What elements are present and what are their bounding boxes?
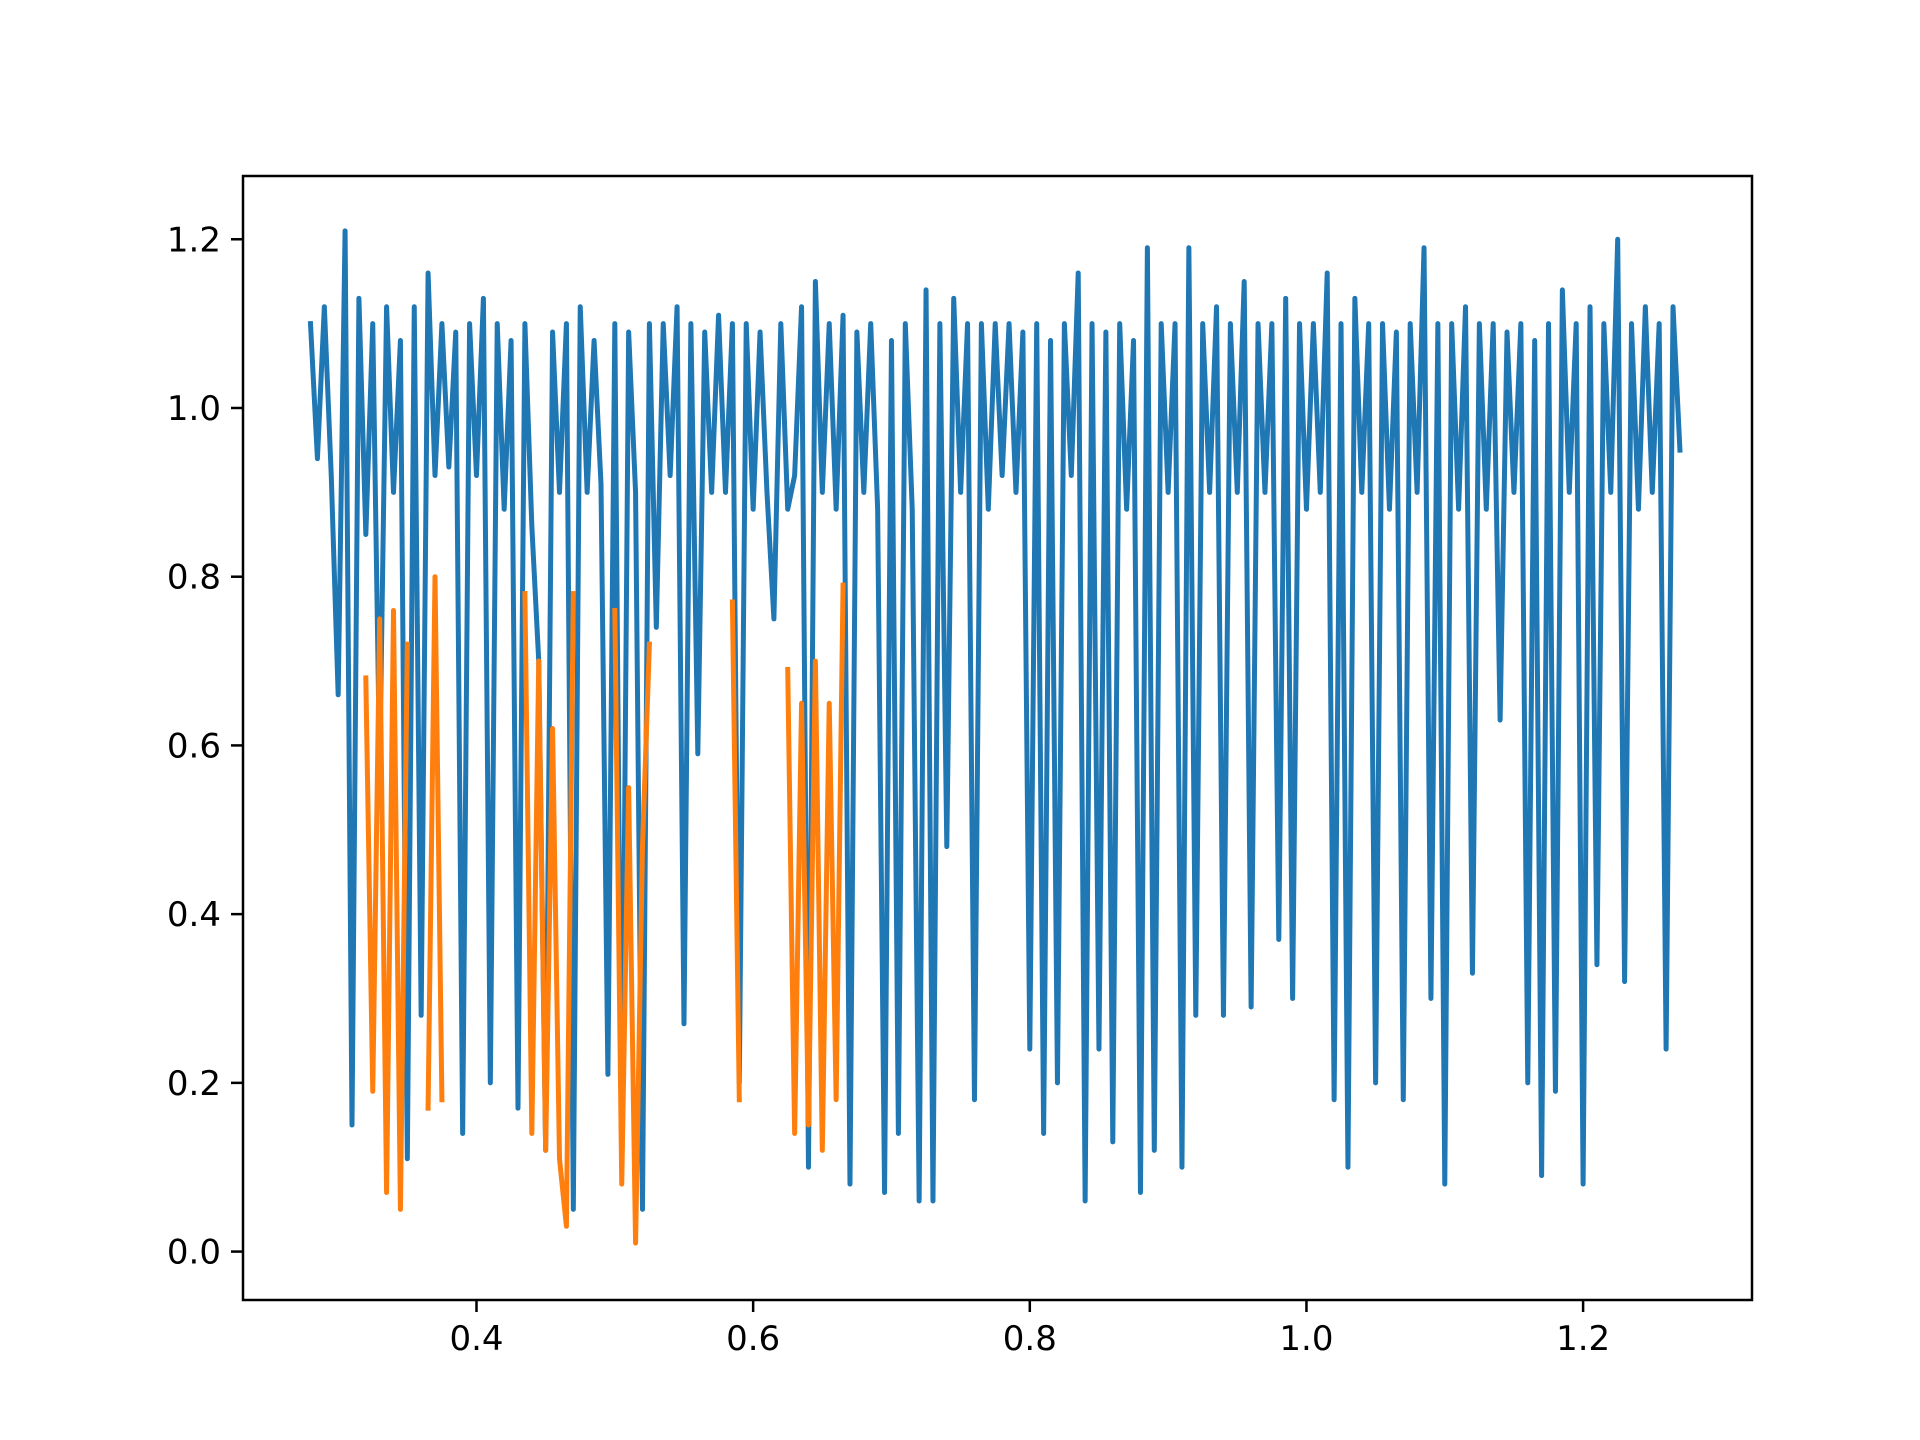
x-tick-label: 1.2 bbox=[1556, 1319, 1610, 1359]
y-tick-label: 1.0 bbox=[167, 389, 221, 429]
x-tick-label: 0.6 bbox=[726, 1319, 780, 1359]
y-tick-label: 0.8 bbox=[167, 558, 221, 598]
y-tick-label: 1.2 bbox=[167, 220, 221, 260]
x-tick-label: 0.8 bbox=[1003, 1319, 1057, 1359]
axes-frame bbox=[241, 174, 1754, 1302]
y-tick-label: 0.0 bbox=[167, 1233, 221, 1273]
x-tick-label: 0.4 bbox=[449, 1319, 503, 1359]
series-line bbox=[363, 574, 846, 1246]
y-tick-label: 0.2 bbox=[167, 1064, 221, 1104]
x-tick-label: 1.0 bbox=[1279, 1319, 1333, 1359]
y-tick-label: 0.4 bbox=[167, 895, 221, 935]
plot-area bbox=[307, 228, 1683, 1246]
y-tick-label: 0.6 bbox=[167, 726, 221, 766]
